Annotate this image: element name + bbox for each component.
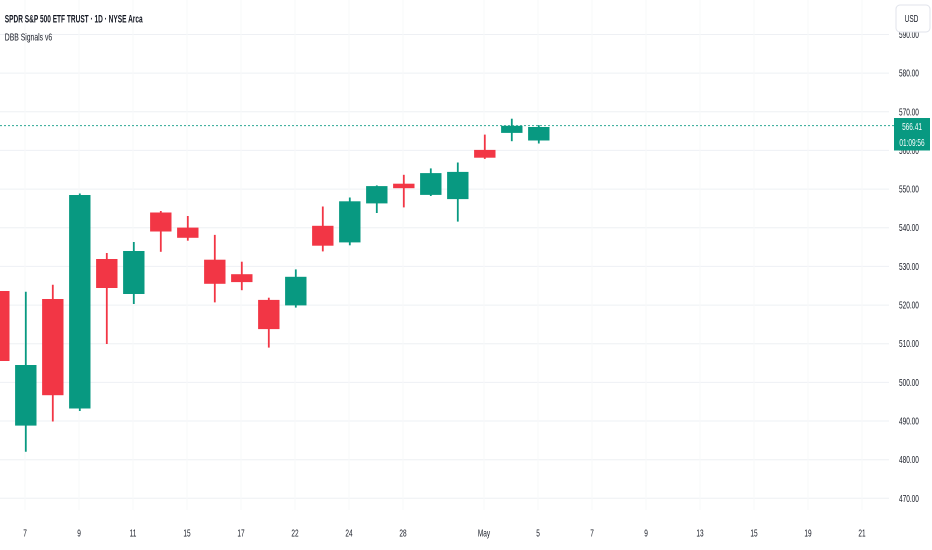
svg-text:USD: USD [905,13,919,25]
svg-text:19: 19 [804,527,811,539]
svg-text:590.00: 590.00 [899,29,919,41]
svg-text:01:09:56: 01:09:56 [899,137,925,149]
svg-text:566.41: 566.41 [902,121,922,133]
svg-text:15: 15 [183,527,190,539]
svg-text:24: 24 [345,527,352,539]
svg-text:520.00: 520.00 [899,299,919,311]
svg-text:480.00: 480.00 [899,454,919,466]
svg-text:15: 15 [750,527,757,539]
svg-text:9: 9 [77,527,81,539]
svg-text:550.00: 550.00 [899,183,919,195]
svg-text:530.00: 530.00 [899,260,919,272]
svg-text:570.00: 570.00 [899,106,919,118]
svg-text:22: 22 [291,527,298,539]
svg-text:May: May [478,527,491,539]
svg-text:470.00: 470.00 [899,492,919,504]
svg-text:21: 21 [858,527,865,539]
svg-text:5: 5 [536,527,540,539]
svg-text:7: 7 [23,527,27,539]
svg-text:500.00: 500.00 [899,376,919,388]
svg-text:9: 9 [644,527,648,539]
svg-text:7: 7 [590,527,594,539]
svg-text:13: 13 [696,527,703,539]
svg-text:28: 28 [399,527,406,539]
svg-text:SPDR S&P 500 ETF TRUST · 1D ·: SPDR S&P 500 ETF TRUST · 1D · NYSE Arca [5,12,143,24]
svg-text:490.00: 490.00 [899,415,919,427]
svg-text:540.00: 540.00 [899,222,919,234]
svg-text:17: 17 [237,527,244,539]
svg-text:580.00: 580.00 [899,67,919,79]
svg-text:11: 11 [130,527,137,539]
svg-text:510.00: 510.00 [899,338,919,350]
svg-text:DBB Signals v6: DBB Signals v6 [5,31,52,43]
